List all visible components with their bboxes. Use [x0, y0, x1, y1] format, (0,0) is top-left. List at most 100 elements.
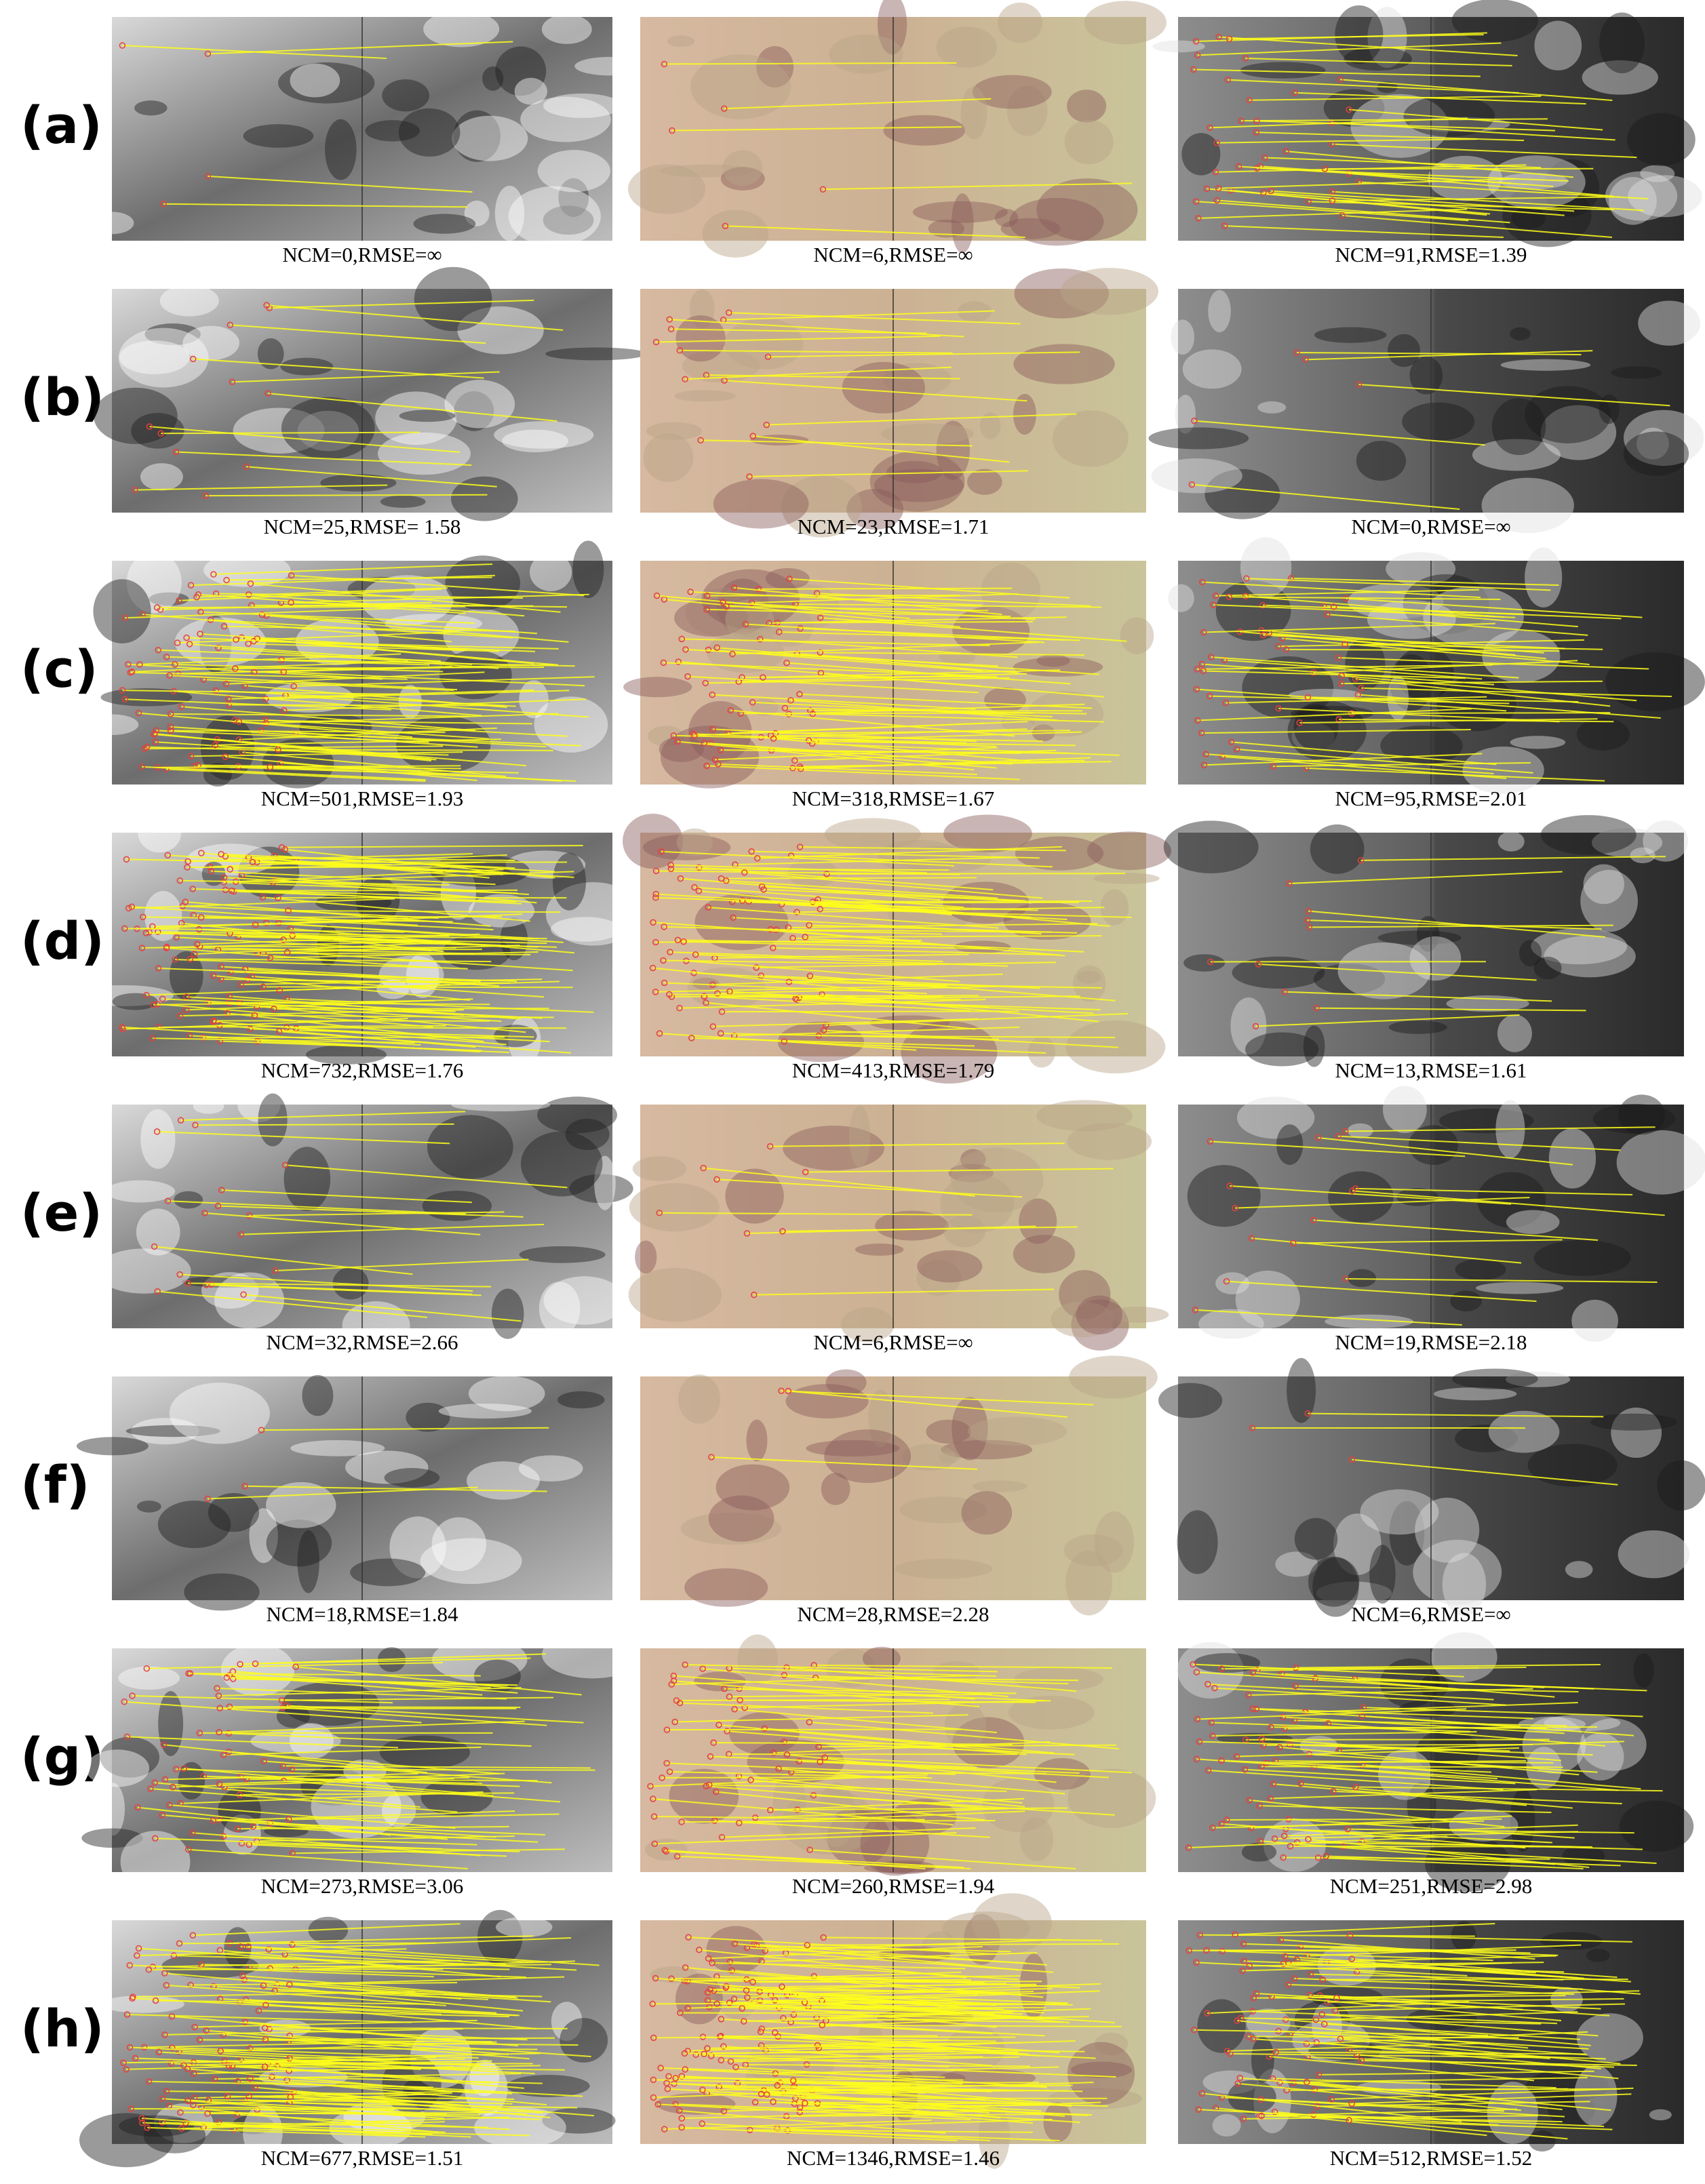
keypoint — [251, 2084, 258, 2091]
keypoint — [1224, 77, 1231, 83]
match-line — [1230, 2052, 1538, 2059]
match-line — [1293, 1239, 1563, 1244]
keypoint — [196, 1730, 203, 1736]
keypoint — [1190, 66, 1197, 73]
keypoint — [1188, 481, 1196, 488]
keypoint — [726, 1693, 733, 1701]
match-line — [1197, 42, 1502, 56]
match-line — [1355, 1786, 1663, 1792]
terrain-patch — [1208, 290, 1231, 333]
match-line — [664, 2119, 932, 2130]
terrain-patch — [1240, 537, 1292, 598]
terrain-patch — [444, 380, 515, 429]
match-image — [628, 0, 1167, 258]
match-line — [157, 765, 461, 768]
match-line — [1228, 79, 1519, 94]
match-line — [286, 1027, 567, 1029]
keypoint — [1195, 2106, 1202, 2113]
keypoint — [674, 738, 681, 745]
terrain-patch — [454, 391, 494, 431]
terrain-patch — [557, 1391, 605, 1409]
keypoint — [220, 879, 227, 886]
keypoint — [673, 1852, 681, 1860]
keypoint — [1223, 1278, 1230, 1285]
match-line — [201, 1964, 510, 1970]
terrain-patch — [119, 340, 190, 374]
keypoint — [159, 201, 167, 207]
keypoint — [705, 1781, 713, 1788]
match-line — [155, 1838, 443, 1850]
terrain-patch — [1640, 165, 1675, 182]
keypoint — [1256, 1802, 1263, 1809]
match-line — [1193, 68, 1481, 77]
match-line — [1201, 729, 1471, 734]
keypoint — [1219, 1947, 1226, 1955]
match-image — [94, 266, 647, 521]
match-line — [746, 1989, 1007, 2006]
keypoint — [261, 2063, 269, 2070]
match-line — [1226, 1818, 1502, 1821]
match-line — [1348, 1828, 1634, 1834]
keypoint — [1226, 35, 1233, 43]
match-line — [750, 1779, 1025, 1808]
match-line — [694, 722, 985, 736]
keypoint — [275, 1028, 283, 1035]
terrain-patch — [842, 361, 926, 414]
terrain-patch — [365, 120, 420, 142]
match-line — [1310, 1973, 1564, 1981]
keypoint — [1223, 2048, 1231, 2054]
keypoint — [157, 430, 164, 437]
match-image — [85, 540, 612, 789]
match-line — [1215, 589, 1479, 597]
match-line — [258, 2010, 510, 2018]
match-image — [640, 268, 1159, 538]
keypoint — [805, 737, 812, 744]
terrain-patch — [942, 1911, 1030, 1945]
terrain-patch — [90, 212, 134, 235]
keypoint — [647, 1783, 654, 1790]
keypoint — [675, 2107, 683, 2114]
keypoint — [132, 486, 138, 494]
terrain-patch — [149, 592, 189, 606]
terrain-patch — [1014, 1667, 1103, 1692]
terrain-patch — [451, 476, 518, 521]
keypoint — [1221, 656, 1228, 664]
keypoint — [235, 718, 242, 725]
match-line — [124, 928, 405, 933]
terrain-patch — [1168, 584, 1194, 612]
match-line — [673, 2083, 986, 2101]
keypoint — [184, 2097, 191, 2105]
match-line — [726, 605, 989, 612]
match-line — [705, 677, 1011, 684]
match-line — [1255, 1014, 1520, 1027]
keypoint — [814, 2042, 821, 2049]
match-line — [235, 639, 535, 652]
keypoint — [710, 1739, 717, 1746]
match-line — [205, 2029, 509, 2055]
match-line — [279, 980, 560, 991]
match-line — [1349, 2119, 1613, 2130]
keypoint — [1218, 1757, 1225, 1764]
match-line — [805, 935, 1102, 938]
keypoint — [1338, 672, 1345, 679]
terrain-patch — [868, 1389, 893, 1448]
match-line — [283, 671, 585, 687]
match-line — [781, 1983, 1037, 1987]
match-image — [640, 1634, 1156, 1876]
match-line — [732, 917, 1042, 935]
match-line — [1234, 1197, 1530, 1209]
match-line — [724, 98, 992, 110]
match-line — [1324, 2023, 1581, 2040]
match-line — [720, 1033, 999, 1040]
terrain-patch — [926, 1419, 971, 1444]
match-line — [788, 923, 1098, 929]
match-line — [1235, 1923, 1495, 1936]
keypoint — [770, 2098, 777, 2105]
match-line — [1282, 1716, 1565, 1734]
terrain-patch — [943, 1215, 985, 1248]
terrain-patch — [325, 119, 357, 180]
terrain-patch — [806, 1440, 900, 1457]
keypoint — [1341, 1128, 1349, 1135]
match-line — [720, 749, 1021, 754]
match-line — [240, 1945, 506, 1965]
